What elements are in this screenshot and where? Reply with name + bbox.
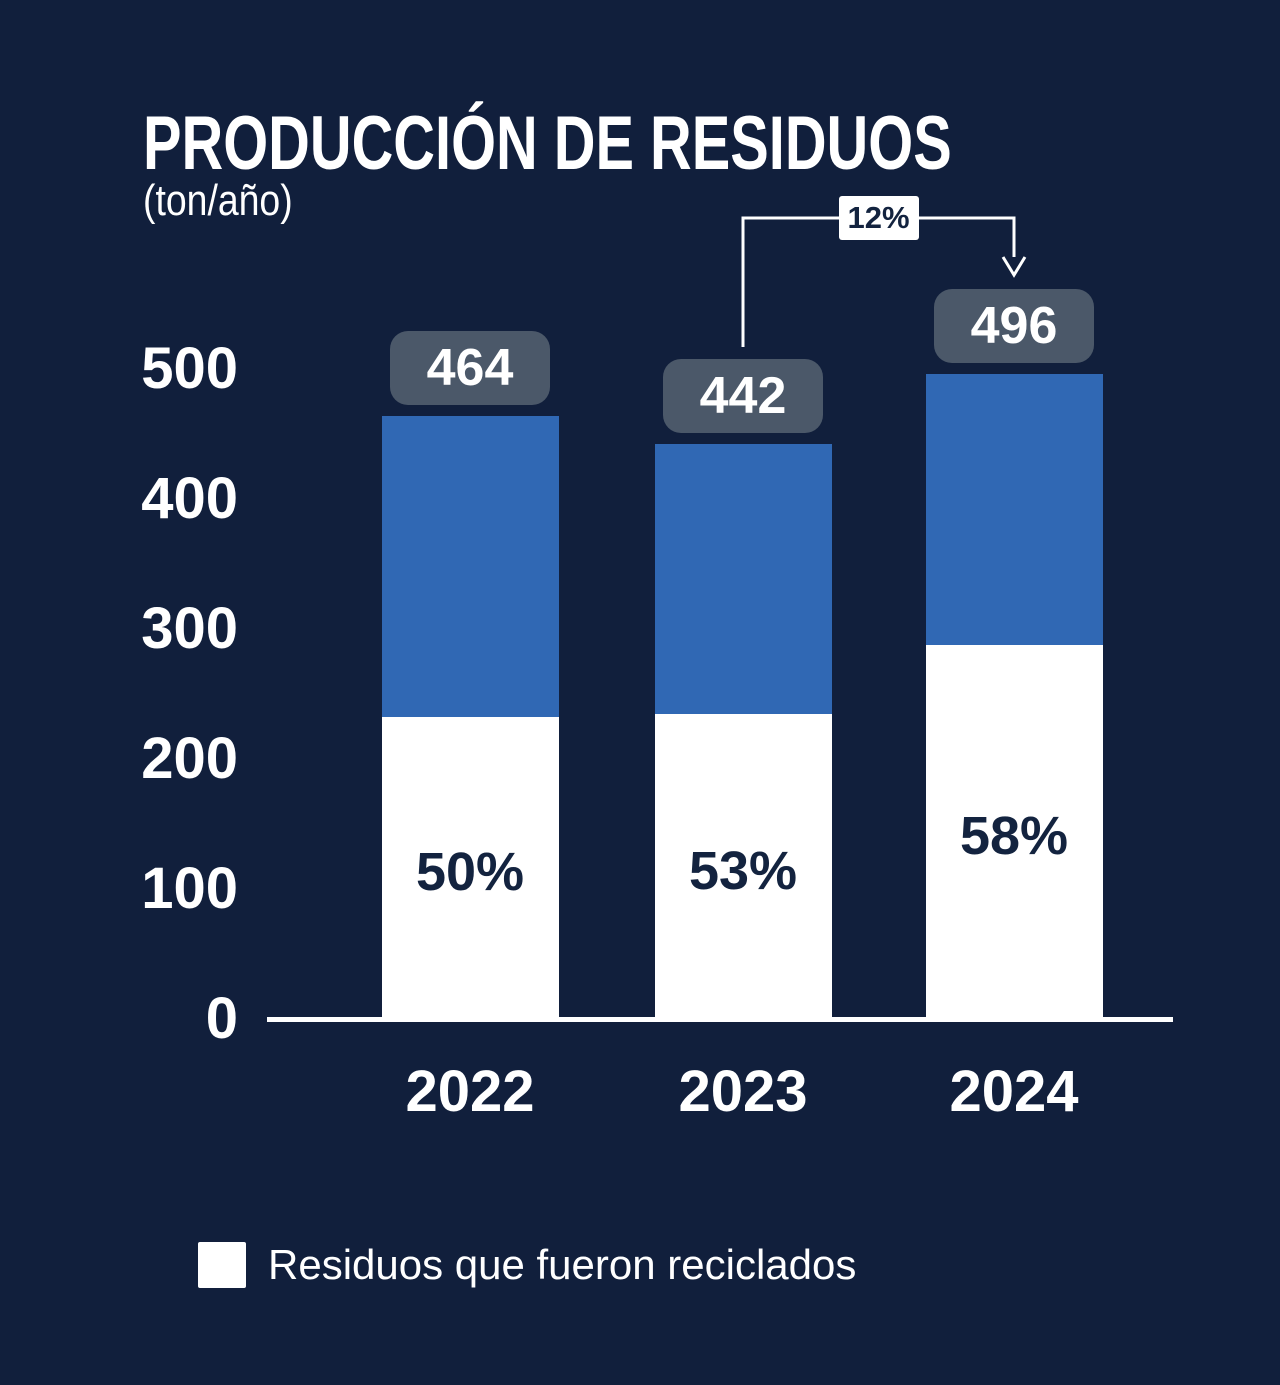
bar-2022	[381, 416, 559, 1019]
total-value-badge: 464	[390, 331, 550, 405]
chart-title: PRODUCCIÓN DE RESIDUOS	[143, 101, 952, 186]
recycled-pct-label: 58%	[959, 806, 1069, 866]
x-label-2024: 2024	[949, 1059, 1079, 1124]
change-annotation-label: 12%	[838, 196, 919, 240]
bar-segment-recycled	[654, 714, 832, 1019]
y-tick-label: 200	[141, 726, 238, 791]
bar-2023	[654, 444, 832, 1019]
y-tick-label: 0	[205, 986, 238, 1051]
x-label-2022: 2022	[405, 1059, 535, 1124]
y-tick-label: 300	[141, 596, 238, 661]
total-value-badge: 442	[663, 359, 823, 433]
y-tick-label: 500	[141, 336, 238, 401]
legend-swatch-recycled-icon	[198, 1242, 246, 1288]
x-axis-line	[267, 1017, 1173, 1022]
bar-2024	[925, 374, 1103, 1019]
recycled-pct-label: 50%	[415, 842, 525, 902]
recycled-pct-label: 53%	[688, 840, 798, 901]
legend-label-recycled: Residuos que fueron reciclados	[268, 1241, 857, 1288]
bar-segment-recycled	[381, 717, 559, 1019]
x-label-2023: 2023	[678, 1059, 808, 1124]
y-tick-label: 400	[141, 466, 238, 531]
y-tick-label: 100	[141, 856, 238, 921]
total-value-badge: 496	[934, 289, 1094, 363]
bar-segment-recycled	[925, 645, 1103, 1019]
chart-unit-label: (ton/año)	[143, 176, 293, 225]
legend: Residuos que fueron reciclados	[198, 1241, 856, 1289]
